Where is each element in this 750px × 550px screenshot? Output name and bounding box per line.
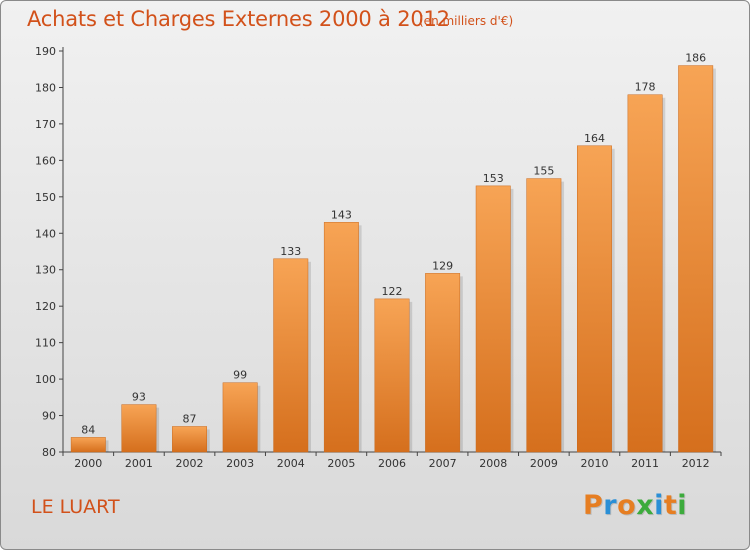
x-tick-label-2000: 2000: [74, 457, 102, 470]
x-tick-label-2006: 2006: [378, 457, 406, 470]
bars-group: [70, 65, 716, 453]
y-tick-label: 120: [35, 300, 56, 313]
x-tick-label-2001: 2001: [125, 457, 153, 470]
bar-2001: [121, 404, 157, 453]
bar-2003: [222, 382, 258, 453]
data-label-2004: 133: [280, 245, 301, 258]
y-tick-label: 140: [35, 227, 56, 240]
chart-title: Achats et Charges Externes 2000 à 2012: [27, 7, 450, 31]
bar-2010: [577, 145, 612, 453]
data-label-2005: 143: [331, 208, 352, 221]
data-label-2008: 153: [483, 172, 504, 185]
data-label-2000: 84: [81, 423, 95, 436]
x-tick-label-2005: 2005: [327, 457, 355, 470]
bar-2000: [70, 437, 106, 453]
data-label-2011: 178: [635, 81, 656, 94]
y-tick-label: 90: [42, 410, 56, 423]
y-axis: 80 90 100 110 120 130 140 150 160 170 180 190: [35, 45, 64, 459]
logo-letter: x: [636, 490, 655, 521]
x-tick-label-2010: 2010: [580, 457, 608, 470]
x-tick-label-2011: 2011: [631, 457, 659, 470]
chart-subtitle: (en milliers d'€): [419, 14, 514, 28]
y-tick-label: 180: [35, 81, 56, 94]
x-tick-label-2002: 2002: [176, 457, 204, 470]
bar-2005: [323, 222, 359, 453]
y-tick-label: 160: [35, 154, 56, 167]
bar-2009: [526, 178, 562, 453]
data-label-2003: 99: [233, 369, 247, 382]
y-tick-label: 150: [35, 191, 56, 204]
y-tick-label: 190: [35, 45, 56, 58]
logo-letter: t: [663, 490, 678, 521]
bar-2006: [374, 298, 410, 453]
data-label-2002: 87: [183, 412, 197, 425]
y-tick-label: 80: [42, 446, 56, 459]
logo-letter: P: [583, 490, 604, 521]
x-tick-label-2004: 2004: [277, 457, 305, 470]
x-axis: 2000 2001 2002 2003 2004 2005 2006 2007 2008 2009…: [62, 451, 722, 470]
data-label-2007: 129: [432, 259, 453, 272]
y-tick-label: 130: [35, 264, 56, 277]
x-tick-label-2003: 2003: [226, 457, 254, 470]
bar-2012: [678, 65, 714, 453]
data-label-2006: 122: [382, 285, 403, 298]
data-label-2012: 186: [685, 52, 706, 65]
data-label-2001: 93: [132, 391, 146, 404]
y-tick-label: 110: [35, 337, 56, 350]
proxiti-logo[interactable]: Proxiti: [583, 490, 687, 521]
bar-2002: [172, 426, 207, 453]
x-tick-label-2007: 2007: [429, 457, 457, 470]
logo-letter: r: [603, 490, 618, 521]
logo-letter: o: [617, 490, 637, 521]
bar-2007: [425, 273, 461, 453]
commune-name: LE LUART: [31, 496, 120, 518]
logo-letter: i: [654, 490, 664, 521]
bar-2008: [475, 185, 511, 453]
x-tick-label-2012: 2012: [682, 457, 710, 470]
x-tick-label-2008: 2008: [479, 457, 507, 470]
data-label-2010: 164: [584, 132, 605, 145]
y-tick-label: 170: [35, 118, 56, 131]
bar-2011: [627, 94, 663, 453]
logo-letter: i: [677, 490, 688, 521]
data-labels-group: 84 93 87 99 133 143 122 129 153 155 164 178 186: [81, 52, 706, 437]
bar-2004: [273, 258, 309, 453]
data-label-2009: 155: [533, 165, 554, 178]
x-tick-label-2009: 2009: [530, 457, 558, 470]
y-tick-label: 100: [35, 373, 56, 386]
